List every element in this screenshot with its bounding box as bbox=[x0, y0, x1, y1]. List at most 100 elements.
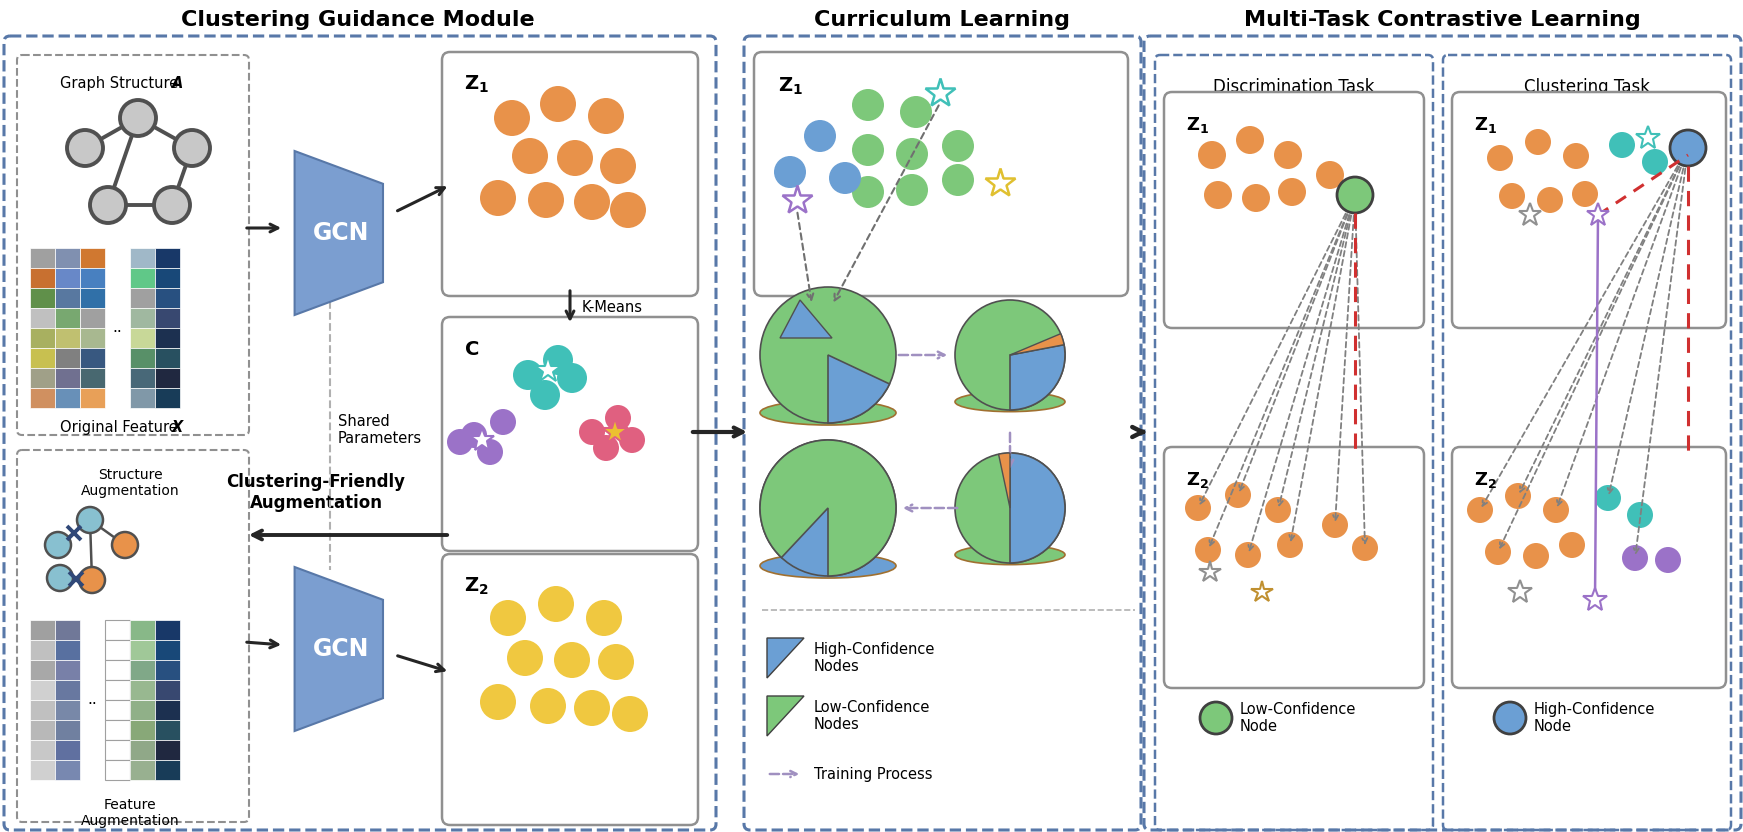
Circle shape bbox=[1642, 149, 1668, 175]
Text: $\mathbf{Z_2}$: $\mathbf{Z_2}$ bbox=[1185, 470, 1210, 490]
Circle shape bbox=[112, 532, 138, 558]
Text: Original Feature: Original Feature bbox=[59, 420, 183, 435]
Circle shape bbox=[479, 180, 516, 216]
Circle shape bbox=[478, 439, 504, 465]
Circle shape bbox=[593, 435, 619, 461]
Bar bbox=[155, 740, 180, 760]
Circle shape bbox=[896, 174, 927, 206]
FancyBboxPatch shape bbox=[755, 52, 1128, 296]
Wedge shape bbox=[1009, 344, 1065, 410]
Circle shape bbox=[1499, 183, 1525, 209]
Bar bbox=[56, 660, 80, 680]
Circle shape bbox=[446, 429, 472, 455]
Circle shape bbox=[45, 532, 71, 558]
Bar bbox=[80, 328, 105, 348]
Circle shape bbox=[760, 287, 896, 423]
Circle shape bbox=[1278, 178, 1306, 206]
Circle shape bbox=[573, 184, 610, 220]
Polygon shape bbox=[767, 696, 804, 736]
Circle shape bbox=[1225, 482, 1251, 508]
FancyBboxPatch shape bbox=[443, 52, 697, 296]
Circle shape bbox=[78, 567, 105, 593]
Circle shape bbox=[507, 640, 544, 676]
Bar bbox=[131, 328, 155, 348]
Bar bbox=[131, 740, 155, 760]
Circle shape bbox=[1523, 543, 1550, 569]
Bar bbox=[30, 288, 56, 308]
Circle shape bbox=[120, 100, 157, 136]
Text: K-Means: K-Means bbox=[582, 300, 643, 315]
Circle shape bbox=[558, 140, 593, 176]
Bar bbox=[155, 720, 180, 740]
Circle shape bbox=[1185, 495, 1211, 521]
Text: GCN: GCN bbox=[312, 221, 370, 245]
Ellipse shape bbox=[955, 545, 1065, 565]
Bar bbox=[155, 328, 180, 348]
FancyBboxPatch shape bbox=[1452, 447, 1726, 688]
Circle shape bbox=[490, 600, 526, 636]
Circle shape bbox=[1670, 130, 1706, 166]
Circle shape bbox=[1339, 181, 1367, 209]
Bar bbox=[80, 248, 105, 268]
Circle shape bbox=[579, 419, 605, 445]
Bar bbox=[105, 760, 131, 780]
Circle shape bbox=[955, 453, 1065, 563]
Bar bbox=[30, 328, 56, 348]
Bar bbox=[30, 720, 56, 740]
Circle shape bbox=[1236, 542, 1260, 568]
Bar bbox=[131, 308, 155, 328]
Circle shape bbox=[1504, 483, 1530, 509]
Text: High-Confidence
Nodes: High-Confidence Nodes bbox=[814, 641, 936, 674]
Circle shape bbox=[153, 187, 190, 223]
Text: X: X bbox=[173, 420, 183, 435]
Bar bbox=[131, 640, 155, 660]
Text: GCN: GCN bbox=[312, 637, 370, 661]
Bar bbox=[105, 720, 131, 740]
Bar bbox=[131, 268, 155, 288]
Circle shape bbox=[587, 98, 624, 134]
Bar bbox=[155, 268, 180, 288]
Bar bbox=[30, 740, 56, 760]
Bar bbox=[56, 248, 80, 268]
Wedge shape bbox=[1009, 334, 1063, 355]
Circle shape bbox=[1609, 132, 1635, 158]
Circle shape bbox=[605, 405, 631, 431]
Bar bbox=[105, 680, 131, 700]
Circle shape bbox=[1278, 532, 1304, 558]
FancyBboxPatch shape bbox=[443, 554, 697, 825]
Bar bbox=[30, 388, 56, 408]
Circle shape bbox=[554, 642, 589, 678]
Bar bbox=[131, 620, 155, 640]
Circle shape bbox=[1525, 129, 1551, 155]
Bar bbox=[56, 640, 80, 660]
Bar bbox=[56, 700, 80, 720]
Circle shape bbox=[1243, 184, 1271, 212]
Circle shape bbox=[1543, 497, 1569, 523]
FancyBboxPatch shape bbox=[1164, 447, 1424, 688]
Circle shape bbox=[493, 100, 530, 136]
Circle shape bbox=[804, 120, 837, 152]
Bar bbox=[155, 308, 180, 328]
Bar bbox=[155, 348, 180, 368]
Ellipse shape bbox=[955, 392, 1065, 412]
Circle shape bbox=[530, 380, 560, 410]
Circle shape bbox=[612, 696, 648, 732]
Circle shape bbox=[1197, 141, 1225, 169]
Circle shape bbox=[1626, 502, 1652, 528]
Bar bbox=[131, 720, 155, 740]
Circle shape bbox=[174, 130, 209, 166]
Text: $\mathbf{C}$: $\mathbf{C}$ bbox=[464, 340, 479, 359]
Text: Graph Structure: Graph Structure bbox=[59, 76, 183, 91]
Circle shape bbox=[1199, 702, 1232, 734]
FancyBboxPatch shape bbox=[443, 317, 697, 551]
Text: Clustering Guidance Module: Clustering Guidance Module bbox=[181, 10, 535, 30]
Bar bbox=[131, 388, 155, 408]
Bar bbox=[56, 268, 80, 288]
Text: $\mathbf{Z_1}$: $\mathbf{Z_1}$ bbox=[777, 76, 804, 97]
Circle shape bbox=[955, 300, 1065, 410]
Circle shape bbox=[1274, 141, 1302, 169]
Bar bbox=[155, 660, 180, 680]
Text: Structure
Augmentation: Structure Augmentation bbox=[80, 468, 180, 498]
Bar bbox=[56, 288, 80, 308]
Bar bbox=[56, 368, 80, 388]
